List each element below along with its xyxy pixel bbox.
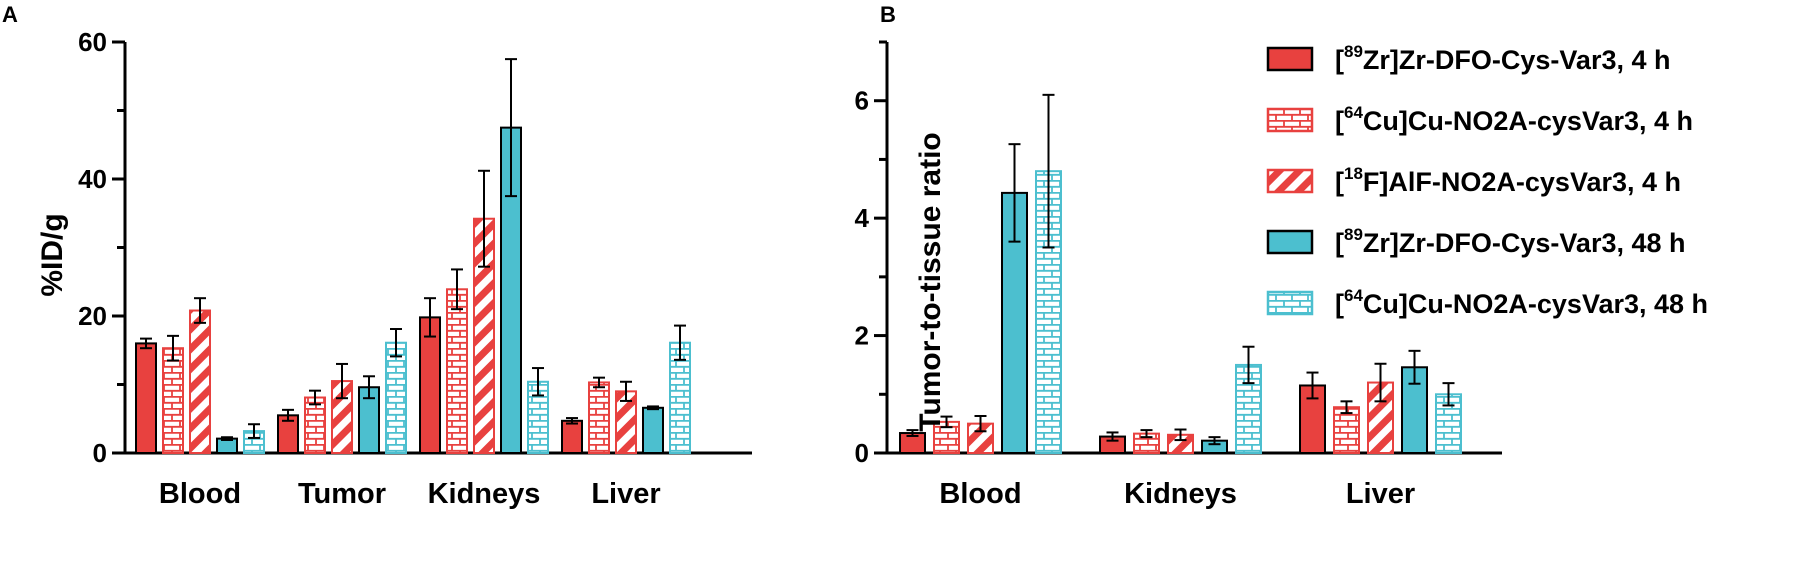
legend-label: [18F]AlF-NO2A-cysVar3, 4 h	[1335, 164, 1681, 197]
panel-b-error-bars	[906, 93, 1455, 446]
legend-swatch	[1266, 229, 1314, 255]
panel-b-error-bar-kidneys-series-1	[1106, 431, 1119, 442]
panel-b-error-bar-liver-series-2	[1340, 400, 1353, 415]
panel-a-bars	[135, 126, 691, 455]
panel-b-y-tick-label: 6	[855, 86, 869, 116]
panel-b-error-bar-liver-series-5	[1442, 382, 1455, 407]
legend-item-4: [89Zr]Zr-DFO-Cys-Var3, 48 h	[1266, 225, 1686, 258]
panel-b-labels: 0 2 4 6 Blood Kidneys Liver	[855, 86, 1416, 510]
panel-b-y-tick-label: 4	[855, 203, 870, 233]
panel-a-x-category-label: Tumor	[298, 478, 386, 510]
panel-b-error-bar-liver-series-4	[1408, 349, 1421, 385]
legend-label: [64Cu]Cu-NO2A-cysVar3, 48 h	[1335, 286, 1708, 319]
legend-swatch	[1266, 290, 1314, 316]
panel-a-y-tick-label: 20	[78, 301, 107, 331]
panel-b-error-bar-blood-series-1	[906, 429, 919, 437]
panel-a-error-bar-blood-series-2	[167, 334, 179, 362]
panel-b-error-bar-kidneys-series-5	[1242, 345, 1255, 385]
panel-b-x-category-label: Liver	[1346, 478, 1415, 510]
panel-b-error-bar-kidneys-series-4	[1208, 436, 1221, 446]
panel-a-bar-blood-series-1	[135, 342, 157, 454]
panel-b-error-bar-liver-series-1	[1306, 371, 1319, 400]
panel-b-bars	[899, 170, 1462, 455]
panel-a-error-bar-kidneys-series-3	[478, 169, 490, 268]
panel-a-bar-blood-series-3	[189, 309, 211, 454]
panel-a-x-category-label: Kidneys	[428, 478, 541, 510]
panel-letter-b: B	[880, 2, 896, 27]
panel-a-error-bar-blood-series-5	[248, 423, 260, 439]
panel-a-error-bar-tumor-series-1	[282, 408, 294, 422]
panel-a-error-bar-liver-series-5	[674, 324, 686, 361]
legend-swatch	[1266, 46, 1314, 72]
panel-a-bar-liver-series-4	[642, 406, 664, 455]
panel-a-error-bar-kidneys-series-1	[424, 297, 436, 338]
panel-a-error-bar-liver-series-3	[620, 380, 632, 402]
panel-a-bar-kidneys-series-2	[446, 288, 468, 454]
legend-item-2: [64Cu]Cu-NO2A-cysVar3, 4 h	[1266, 103, 1693, 136]
panel-a-bar-liver-series-2	[588, 381, 610, 455]
panel-a-error-bar-kidneys-series-2	[451, 268, 463, 311]
panel-a-error-bar-tumor-series-3	[336, 362, 348, 400]
panel-a-y-tick-label: 40	[78, 164, 107, 194]
legend-label: [64Cu]Cu-NO2A-cysVar3, 4 h	[1335, 103, 1693, 136]
legend-swatch	[1266, 168, 1314, 194]
panel-a-bar-kidneys-series-1	[419, 316, 441, 454]
panel-b-error-bar-liver-series-3	[1374, 362, 1387, 403]
panel-a-error-bars	[140, 58, 686, 441]
panel-b-error-bar-blood-series-2	[940, 415, 953, 429]
legend-item-1: [89Zr]Zr-DFO-Cys-Var3, 4 h	[1266, 42, 1670, 75]
legend: [89Zr]Zr-DFO-Cys-Var3, 4 h [64Cu]Cu-NO2A-…	[1266, 42, 1708, 319]
panel-b-error-bar-blood-series-4	[1008, 143, 1021, 243]
panel-a-error-bar-kidneys-series-4	[505, 58, 517, 198]
panel-b-chart: 0 2 4 6 Blood Kidneys Liver Tumor-to-tissue ra…	[855, 40, 1502, 510]
panel-letter-a: A	[2, 2, 18, 27]
panel-a-y-tick-label: 60	[78, 27, 107, 57]
panel-a-labels: 0 20 40 60 Blood Tumor Kidneys Liver	[78, 27, 661, 510]
legend-item-3: [18F]AlF-NO2A-cysVar3, 4 h	[1266, 164, 1681, 197]
panel-a-error-bar-blood-series-3	[194, 297, 206, 324]
panel-b-y-tick-label: 2	[855, 321, 869, 351]
panel-a-error-bar-liver-series-4	[647, 405, 659, 411]
panel-a-error-bar-tumor-series-4	[363, 375, 375, 400]
panel-a-error-bar-liver-series-2	[593, 376, 605, 389]
panel-b-error-bar-kidneys-series-3	[1174, 428, 1187, 442]
legend-item-5: [64Cu]Cu-NO2A-cysVar3, 48 h	[1266, 286, 1708, 319]
panel-a-x-category-label: Liver	[591, 478, 660, 510]
panel-a-bar-blood-series-2	[162, 347, 184, 455]
panel-b-y-axis-title: Tumor-to-tissue ratio	[914, 132, 947, 431]
panel-b-error-bar-blood-series-5	[1042, 93, 1055, 249]
panel-a-bar-tumor-series-5	[385, 341, 407, 454]
panel-b-y-tick-label: 0	[855, 438, 869, 468]
panel-a-y-axis-title: %ID/g	[36, 213, 69, 296]
panel-a-x-category-label: Blood	[159, 478, 241, 510]
legend-label: [89Zr]Zr-DFO-Cys-Var3, 48 h	[1335, 225, 1686, 258]
panel-b-error-bar-blood-series-3	[974, 415, 987, 433]
panel-a-error-bar-tumor-series-5	[390, 328, 402, 358]
panel-a-chart: 0 20 40 60 Blood Tumor Kidneys Liver %ID/g	[36, 27, 752, 510]
panel-a-bar-liver-series-1	[561, 419, 583, 454]
panel-b-x-category-label: Kidneys	[1124, 478, 1237, 510]
panel-a-y-tick-label: 0	[93, 438, 107, 468]
legend-label: [89Zr]Zr-DFO-Cys-Var3, 4 h	[1335, 42, 1670, 75]
panel-a-error-bar-blood-series-1	[140, 337, 152, 350]
panel-a-bar-tumor-series-2	[304, 396, 326, 455]
panel-b-error-bar-kidneys-series-2	[1140, 429, 1153, 439]
panel-b-x-category-label: Blood	[939, 478, 1021, 510]
legend-swatch	[1266, 107, 1314, 133]
panel-a-error-bar-liver-series-1	[566, 417, 578, 425]
panel-a-error-bar-tumor-series-2	[309, 389, 321, 406]
panel-a-error-bar-kidneys-series-5	[532, 367, 544, 397]
panel-a-error-bar-blood-series-4	[221, 436, 233, 441]
